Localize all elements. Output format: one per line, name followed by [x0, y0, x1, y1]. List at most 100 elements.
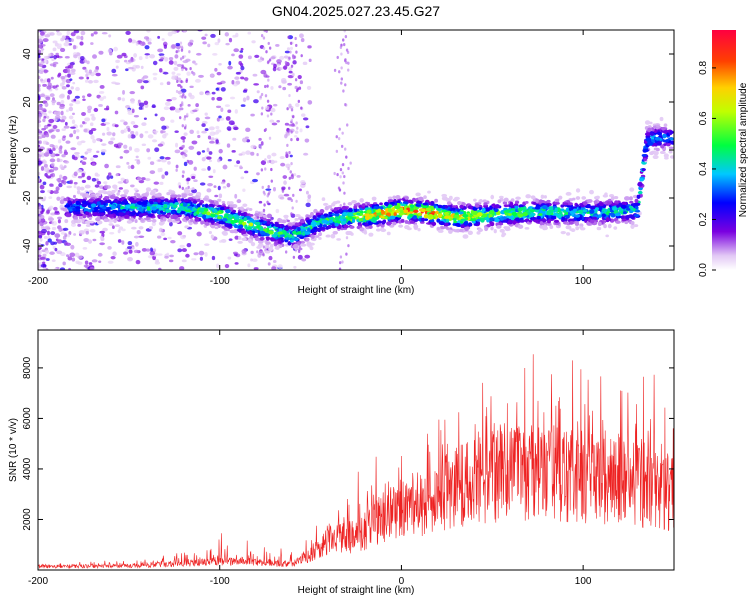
signal-cell: [159, 210, 164, 214]
noise-cell: [103, 184, 109, 190]
noise-cell: [301, 113, 306, 117]
noise-cell: [177, 231, 183, 236]
noise-cell: [134, 148, 140, 153]
noise-cell: [214, 41, 220, 46]
noise-cell: [72, 194, 76, 199]
noise-cell: [260, 34, 264, 38]
signal-cell: [343, 209, 348, 213]
noise-cell: [44, 249, 49, 254]
signal-cell: [477, 228, 483, 233]
signal-cell: [227, 223, 233, 228]
noise-cell: [48, 110, 52, 114]
signal-cell: [266, 220, 271, 225]
noise-cell: [38, 123, 41, 128]
noise-cell: [282, 86, 287, 91]
noise-cell: [56, 178, 61, 182]
x-tick-label: 0: [399, 576, 405, 587]
signal-cell: [221, 230, 228, 235]
noise-cell: [54, 42, 59, 47]
noise-cell: [157, 35, 161, 39]
signal-cell: [313, 226, 318, 230]
signal-cell: [284, 226, 290, 232]
noise-cell: [58, 227, 63, 232]
noise-cell: [218, 63, 222, 66]
signal-cell: [511, 211, 517, 217]
signal-cell: [85, 211, 90, 216]
signal-cell: [239, 206, 244, 211]
noise-cell: [111, 68, 117, 74]
noise-cell: [69, 78, 73, 81]
signal-cell: [108, 214, 114, 218]
noise-cell: [245, 136, 249, 140]
noise-cell: [129, 91, 136, 95]
noise-cell: [43, 163, 48, 168]
noise-cell: [252, 178, 258, 183]
signal-cell: [140, 218, 144, 222]
noise-cell: [341, 163, 345, 167]
signal-cell: [490, 226, 494, 231]
signal-cell: [121, 208, 127, 212]
noise-cell: [290, 130, 293, 134]
noise-cell: [70, 38, 74, 42]
noise-cell: [333, 171, 336, 176]
signal-cell: [103, 218, 109, 223]
signal-cell: [63, 197, 69, 202]
signal-cell: [416, 200, 422, 204]
noise-cell: [70, 86, 74, 90]
signal-cell: [268, 230, 274, 235]
noise-cell: [206, 147, 210, 153]
noise-cell: [262, 36, 266, 40]
noise-cell: [261, 57, 265, 61]
noise-cell: [38, 254, 42, 258]
noise-cell: [343, 42, 346, 47]
noise-cell: [61, 154, 66, 158]
signal-cell: [421, 217, 425, 222]
noise-cell: [181, 170, 185, 174]
signal-cell: [138, 207, 143, 212]
noise-cell: [188, 50, 191, 54]
noise-cell: [227, 65, 233, 70]
signal-cell: [644, 120, 651, 125]
signal-cell: [476, 218, 482, 222]
noise-cell: [168, 56, 174, 61]
signal-cell: [294, 217, 299, 221]
noise-cell: [270, 112, 273, 116]
signal-cell: [514, 201, 520, 204]
signal-cell: [473, 222, 478, 226]
noise-cell: [38, 214, 44, 220]
noise-cell: [107, 172, 112, 176]
noise-cell: [96, 137, 102, 142]
noise-cell: [220, 181, 226, 185]
signal-cell: [318, 236, 322, 240]
signal-cell: [448, 229, 453, 234]
signal-cell: [605, 234, 609, 238]
signal-cell: [437, 229, 444, 233]
noise-cell: [55, 110, 61, 116]
signal-cell: [218, 220, 223, 225]
noise-cell: [60, 110, 64, 116]
noise-cell: [59, 267, 66, 270]
noise-cell: [63, 160, 70, 164]
signal-cell: [381, 220, 386, 225]
signal-cell: [283, 214, 289, 219]
signal-cell: [64, 219, 69, 224]
signal-cell: [662, 130, 668, 134]
noise-cell: [39, 152, 45, 156]
noise-cell: [43, 55, 48, 60]
signal-cell: [361, 203, 366, 207]
noise-cell: [110, 137, 116, 141]
noise-cell: [259, 95, 262, 99]
signal-cell: [404, 224, 410, 230]
noise-cell: [119, 156, 124, 159]
noise-cell: [342, 181, 345, 185]
noise-cell: [70, 68, 76, 73]
colorbar-ticks: 0.00.20.40.60.8: [698, 61, 716, 277]
noise-cell: [256, 172, 260, 176]
noise-cell: [48, 217, 55, 222]
noise-cell: [159, 181, 164, 186]
signal-cell: [586, 199, 593, 203]
noise-cell: [48, 53, 52, 57]
noise-cell: [178, 78, 181, 82]
colorbar-tick-label: 0.2: [698, 212, 709, 226]
noise-cell: [266, 160, 270, 164]
